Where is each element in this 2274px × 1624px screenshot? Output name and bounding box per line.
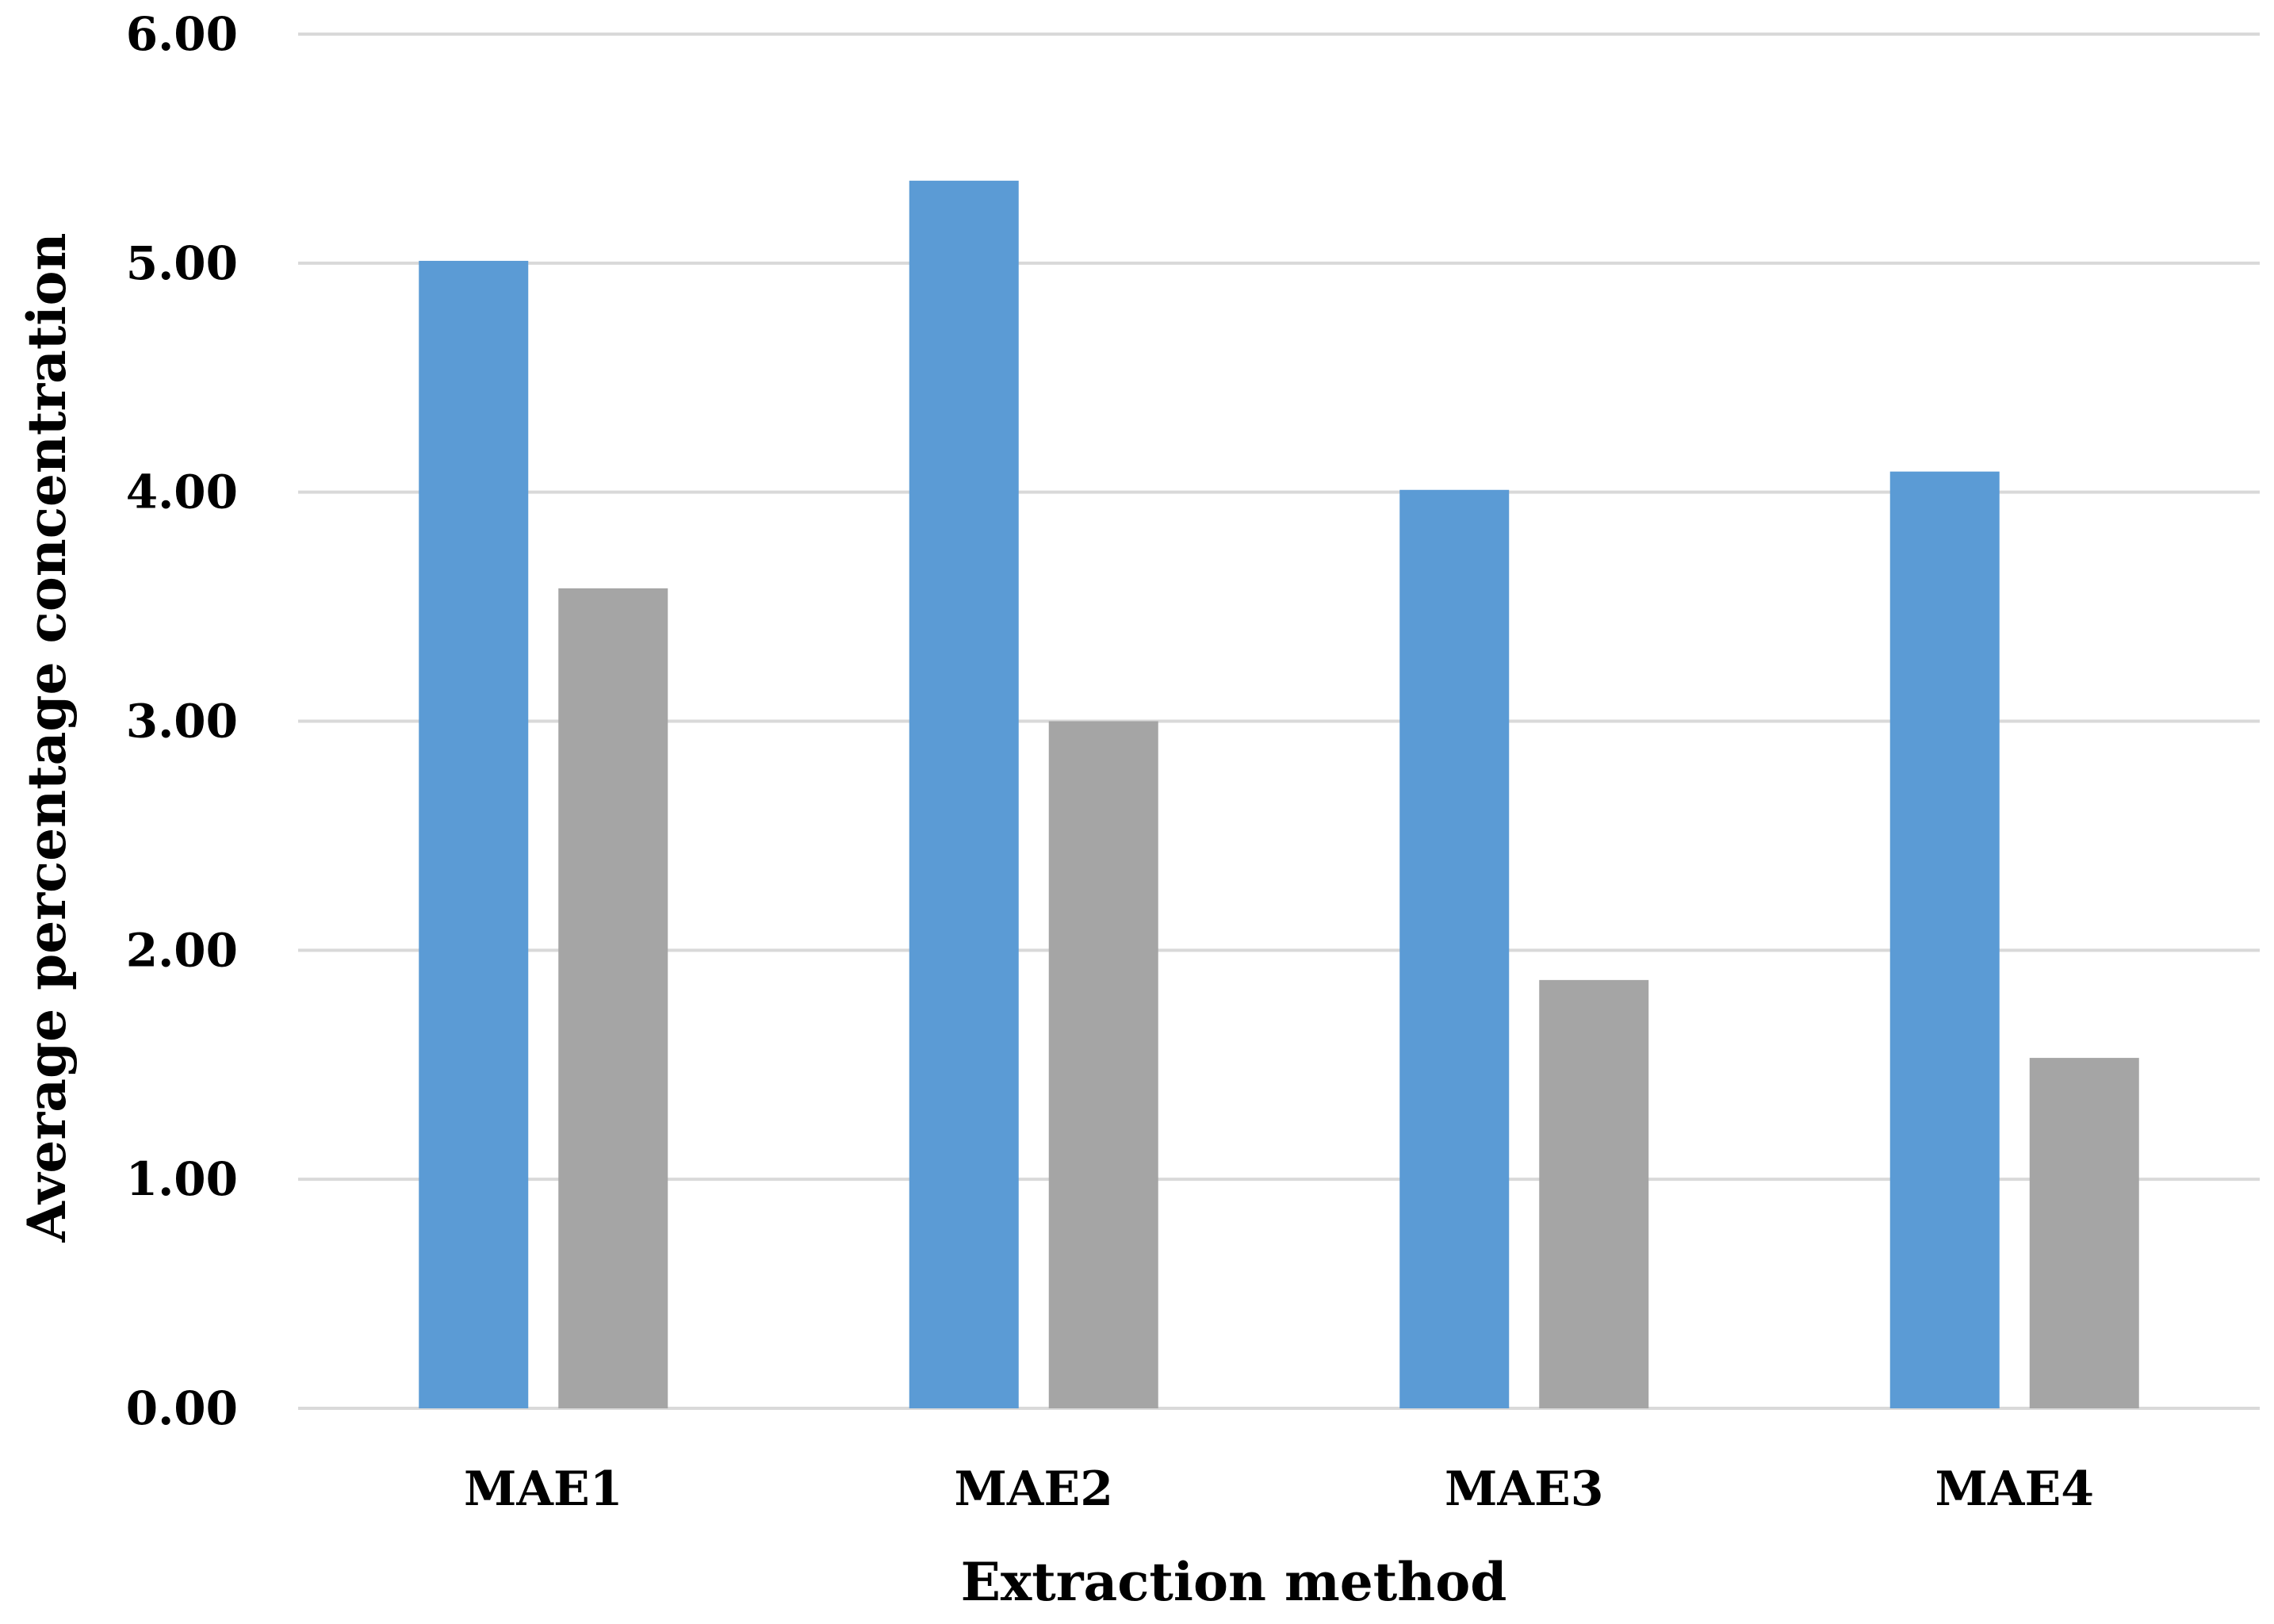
y-tick-label: 3.00 — [126, 695, 238, 749]
y-tick-label: 4.00 — [126, 465, 238, 519]
bars — [419, 180, 2139, 1409]
bar-mae3-series-2 — [1539, 979, 1649, 1408]
x-category-label: MAE3 — [1445, 1461, 1603, 1517]
bar-mae1-series-2 — [558, 588, 668, 1408]
bar-mae3-series-1 — [1399, 489, 1510, 1408]
x-category-label: MAE4 — [1935, 1461, 2094, 1517]
y-tick-label: 5.00 — [126, 236, 238, 290]
y-tick-label: 0.00 — [126, 1381, 238, 1435]
y-axis-title: Average percentage concentration — [16, 233, 78, 1243]
x-axis-categories: MAE1 MAE2 MAE3 MAE4 — [464, 1461, 2094, 1517]
bar-mae1-series-1 — [419, 260, 529, 1408]
y-tick-label: 2.00 — [126, 923, 238, 977]
x-category-label: MAE2 — [955, 1461, 1113, 1517]
y-tick-label: 6.00 — [126, 7, 238, 61]
bar-mae2-series-2 — [1048, 721, 1158, 1408]
bar-mae2-series-1 — [909, 180, 1019, 1409]
x-category-label: MAE1 — [464, 1461, 622, 1517]
y-tick-label: 1.00 — [126, 1152, 238, 1206]
bar-mae4-series-2 — [2029, 1058, 2139, 1408]
bar-mae4-series-1 — [1889, 471, 2000, 1409]
y-axis-ticks: 0.00 1.00 2.00 3.00 4.00 5.00 6.00 — [126, 7, 238, 1435]
x-axis-title: Extraction method — [961, 1551, 1507, 1613]
